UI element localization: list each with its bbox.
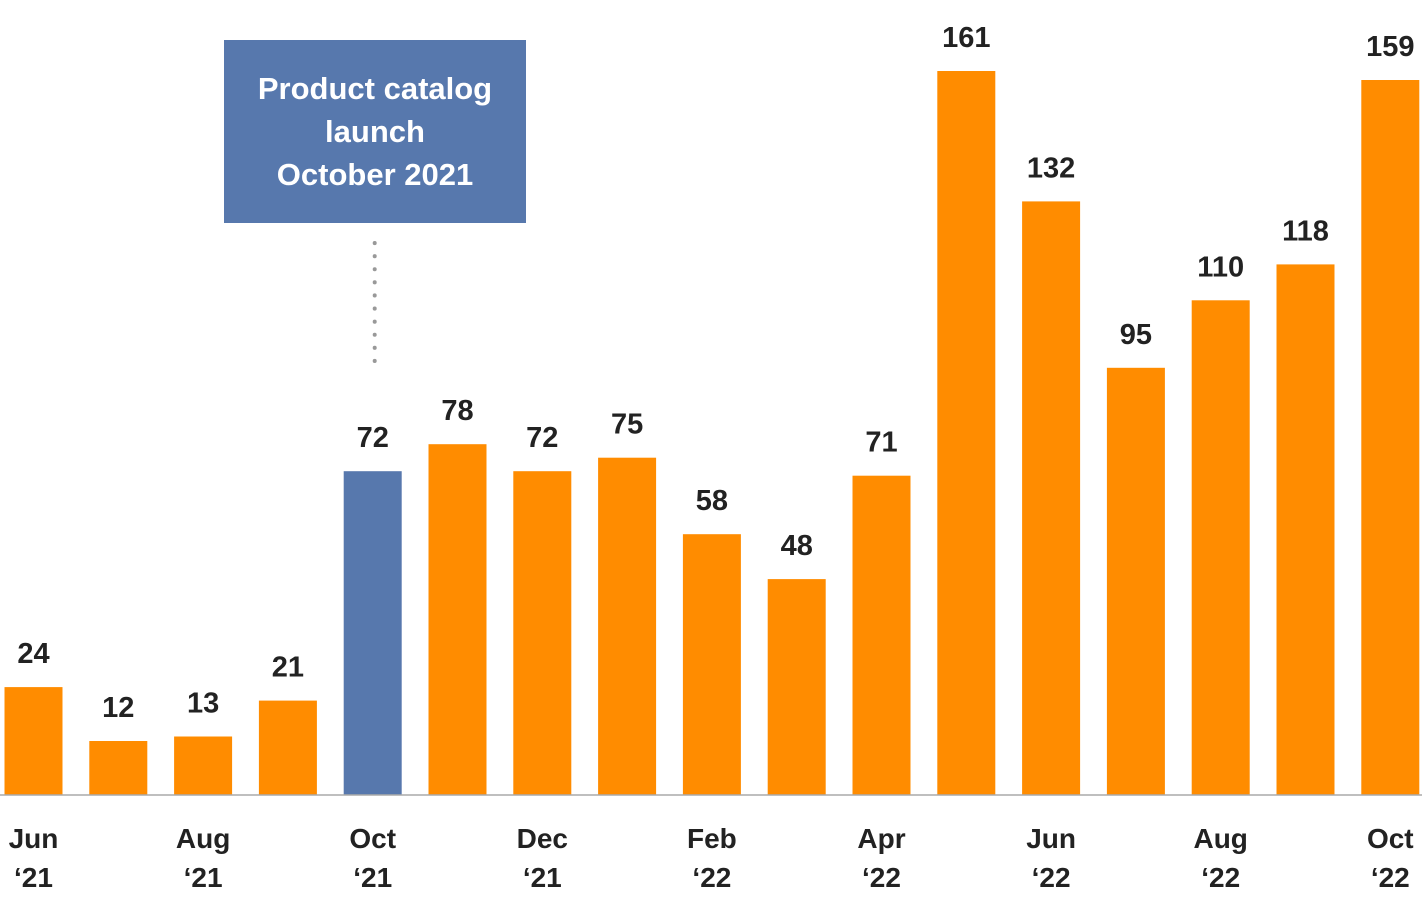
bar-14 <box>1191 300 1250 795</box>
bar-0 <box>4 687 63 795</box>
bar-13 <box>1106 367 1165 795</box>
data-label-12: 132 <box>1027 152 1075 184</box>
x-tick-year-10: ‘22 <box>862 862 901 893</box>
bar-12 <box>1022 201 1081 795</box>
x-tick-year-14: ‘22 <box>1201 862 1240 893</box>
bar-5 <box>428 444 487 795</box>
bar-9 <box>767 579 826 795</box>
x-tick-year-12: ‘22 <box>1032 862 1071 893</box>
data-label-16: 159 <box>1366 31 1414 63</box>
annotation-line-3: October 2021 <box>276 157 474 192</box>
x-tick-month-12: Jun <box>1026 823 1076 854</box>
x-tick-year-6: ‘21 <box>523 862 562 893</box>
bar-3 <box>258 700 317 795</box>
bar-8 <box>682 534 741 795</box>
data-label-0: 24 <box>17 638 49 670</box>
annotation-line-2: launch <box>325 114 425 149</box>
bar-11 <box>937 71 996 795</box>
bar-1 <box>89 741 148 795</box>
data-label-15: 118 <box>1282 215 1329 247</box>
data-label-10: 71 <box>865 427 897 459</box>
bars-layer <box>4 71 1420 795</box>
data-label-1: 12 <box>102 692 134 724</box>
data-label-9: 48 <box>781 530 813 562</box>
data-label-4: 72 <box>357 422 389 454</box>
x-tick-month-6: Dec <box>517 823 568 854</box>
data-label-13: 95 <box>1120 319 1152 351</box>
x-tick-year-2: ‘21 <box>184 862 223 893</box>
x-tick-year-16: ‘22 <box>1371 862 1410 893</box>
x-tick-month-0: Jun <box>9 823 59 854</box>
x-tick-year-4: ‘21 <box>353 862 392 893</box>
bar-6 <box>513 471 572 795</box>
bar-16 <box>1361 80 1420 795</box>
bar-15 <box>1276 264 1335 795</box>
data-label-2: 13 <box>187 688 219 720</box>
bar-10 <box>852 475 911 795</box>
data-label-8: 58 <box>696 485 728 517</box>
data-label-7: 75 <box>611 409 643 441</box>
x-tick-month-14: Aug <box>1193 823 1247 854</box>
annotation-box: Product catalog launch October 2021 <box>224 40 526 223</box>
data-label-11: 161 <box>942 22 990 54</box>
x-tick-month-10: Apr <box>857 823 905 854</box>
x-tick-year-0: ‘21 <box>14 862 53 893</box>
x-tick-month-16: Oct <box>1367 823 1414 854</box>
data-label-6: 72 <box>526 422 558 454</box>
value-labels-layer: 24 12 13 21 72 78 72 75 58 48 71 161 132 95 110 118 159 <box>17 22 1414 724</box>
bar-2 <box>174 736 233 795</box>
annotation-line-1: Product catalog <box>257 71 493 106</box>
x-tick-month-4: Oct <box>349 823 396 854</box>
data-label-3: 21 <box>272 652 304 684</box>
bar-4 <box>343 471 402 795</box>
bar-7 <box>598 457 657 795</box>
data-label-5: 78 <box>441 395 473 427</box>
x-tick-labels-layer: Jun ‘21 Aug ‘21 Oct ‘21 Dec ‘21 Feb ‘22 Apr ‘22 Jun ‘… <box>9 823 1414 893</box>
x-tick-year-8: ‘22 <box>692 862 731 893</box>
x-tick-month-8: Feb <box>687 823 737 854</box>
x-tick-month-2: Aug <box>176 823 230 854</box>
data-label-14: 110 <box>1197 251 1244 283</box>
